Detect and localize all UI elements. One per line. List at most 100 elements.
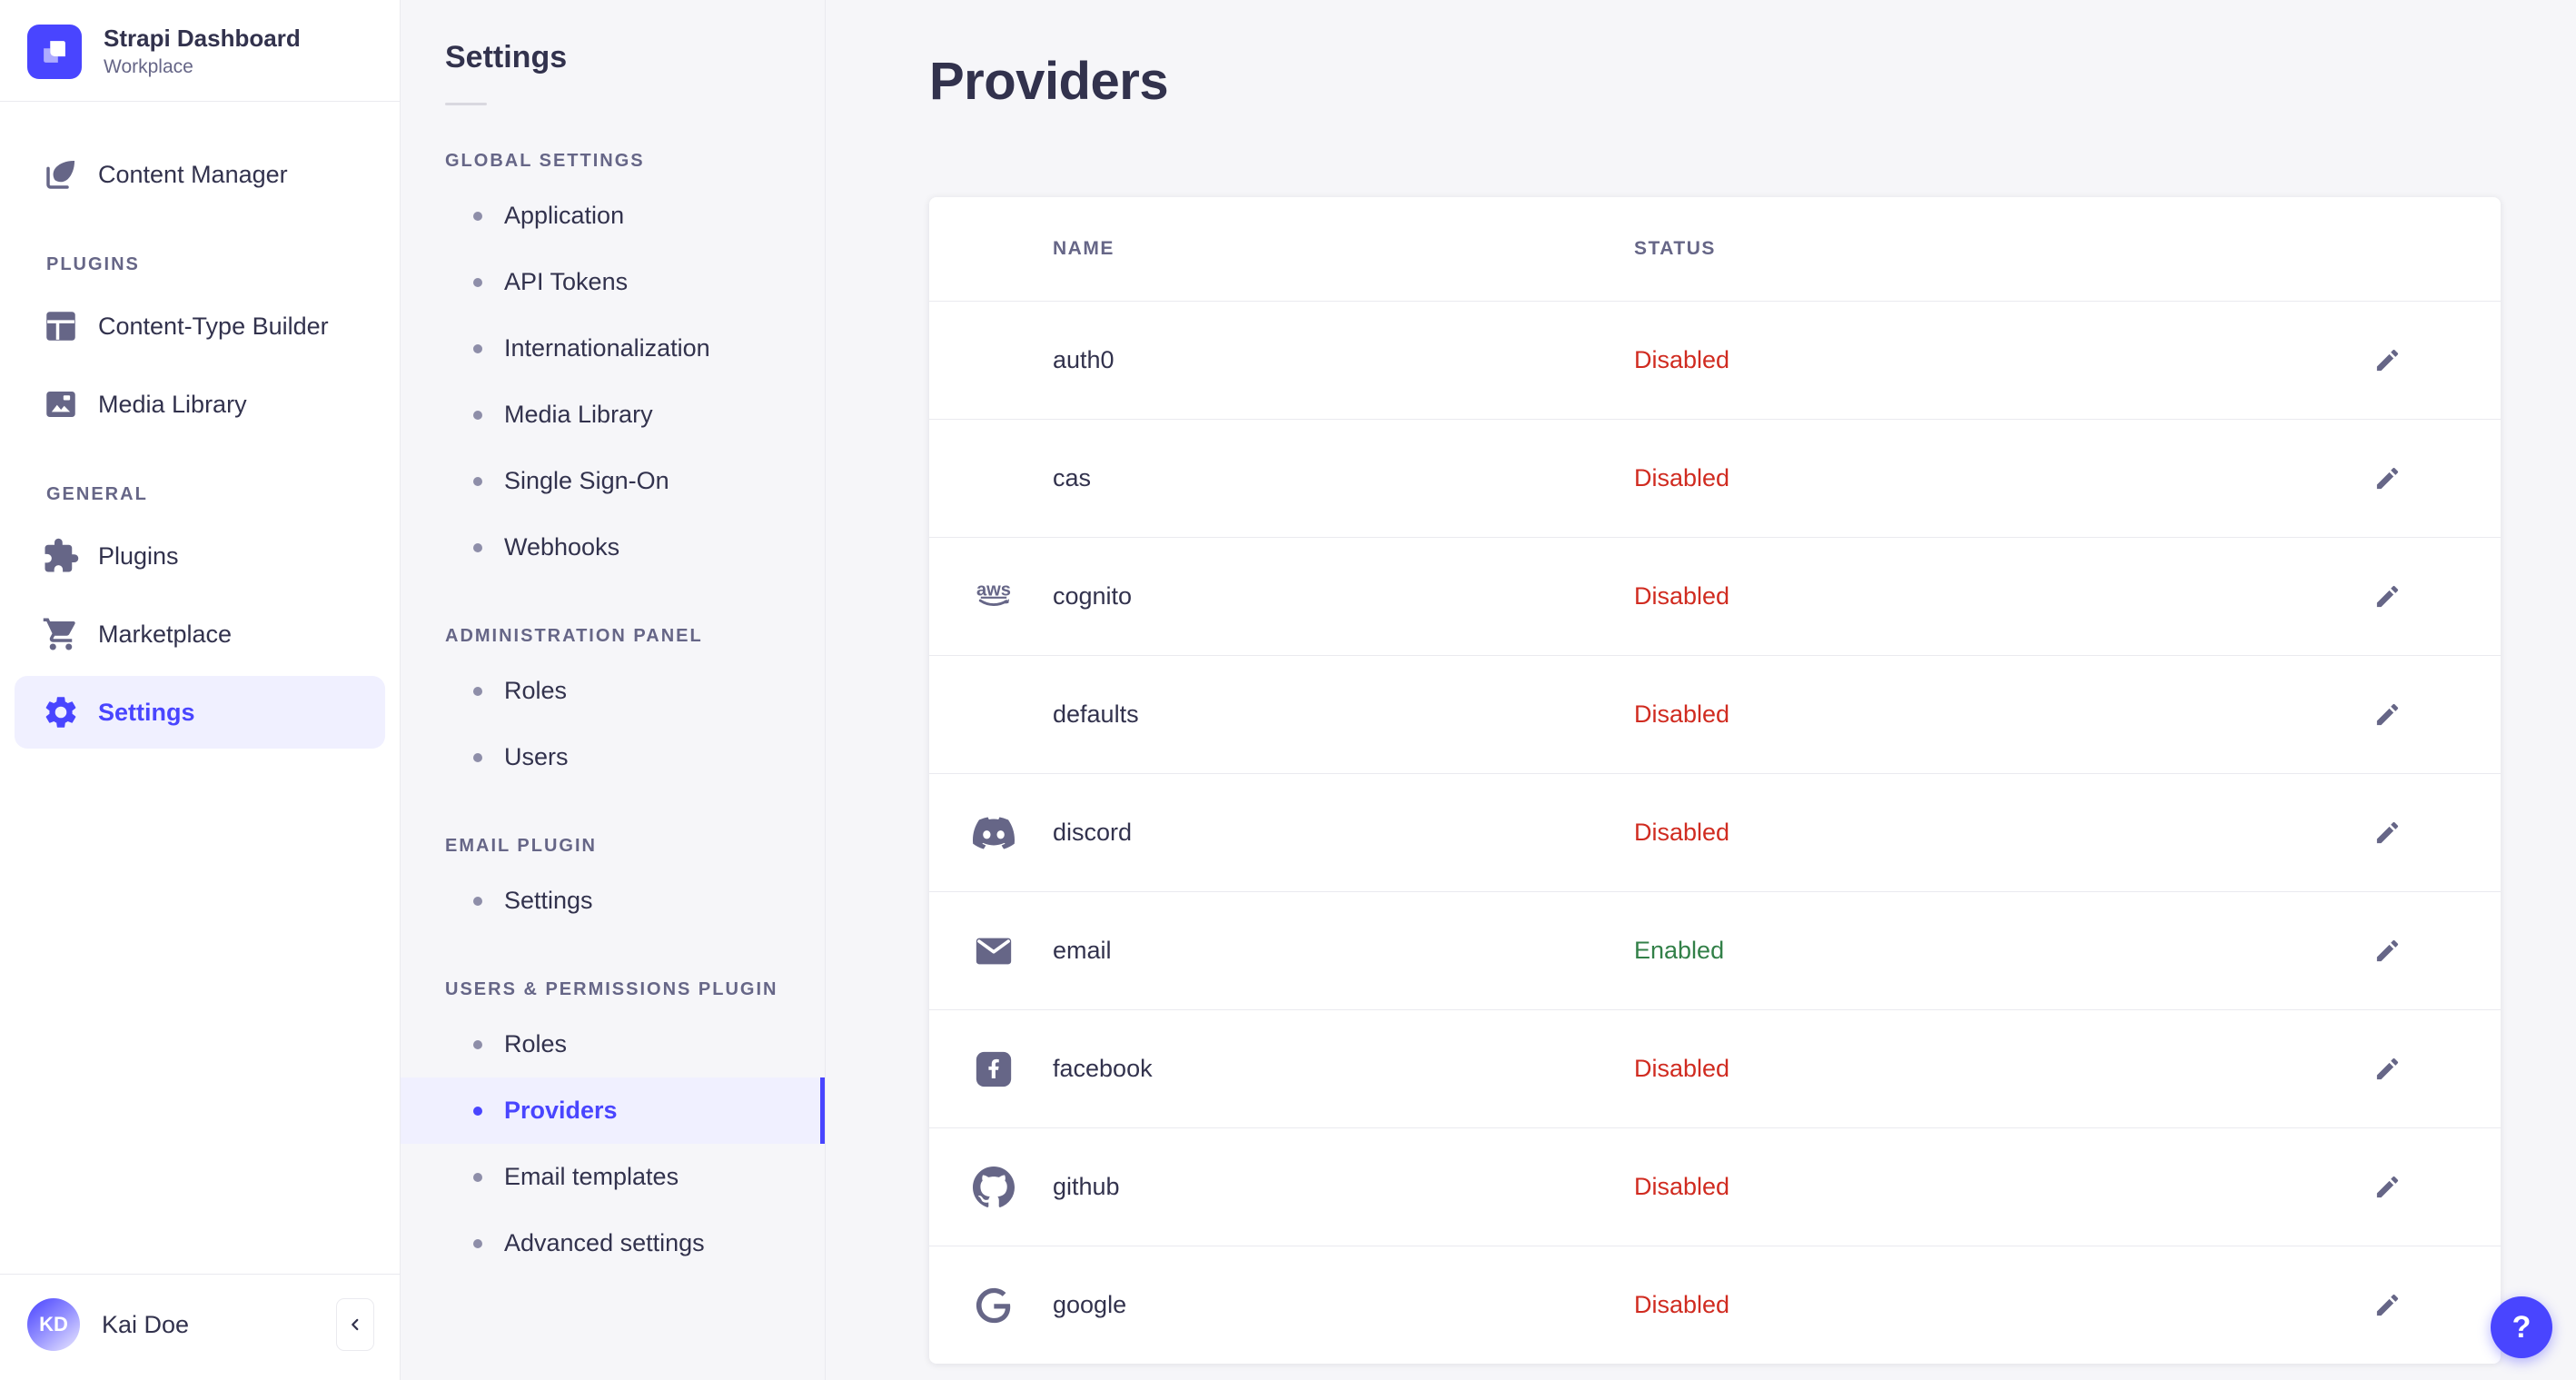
provider-name: github — [1053, 1173, 1120, 1200]
subnav-divider — [445, 103, 487, 105]
bullet-icon — [473, 1039, 482, 1049]
subnav-item-roles[interactable]: Roles — [401, 1011, 825, 1077]
subnav-section-label: EMAIL PLUGIN — [445, 836, 597, 856]
no-icon — [973, 694, 1015, 736]
provider-name: discord — [1053, 819, 1133, 846]
settings-gear-icon — [42, 693, 80, 731]
provider-row-github: github Disabled — [929, 1127, 2501, 1246]
subnav-sections: GLOBAL SETTINGS Application API Tokens I… — [401, 151, 825, 1276]
sidebar-item-content-type-builder[interactable]: Content-Type Builder — [15, 290, 385, 362]
bullet-icon — [473, 1106, 482, 1116]
bullet-icon — [473, 343, 482, 353]
subnav-item-roles[interactable]: Roles — [401, 658, 825, 724]
subnav-item-users[interactable]: Users — [401, 724, 825, 790]
pencil-icon — [2373, 937, 2402, 965]
subnav-item-webhooks[interactable]: Webhooks — [401, 514, 825, 581]
sidebar-item-content-manager[interactable]: Content Manager — [15, 138, 385, 211]
column-header-status: STATUS — [1634, 238, 1716, 259]
no-icon — [973, 458, 1015, 500]
column-header-name: NAME — [1053, 238, 1115, 259]
subnav-title: Settings — [445, 40, 568, 74]
subnav-section-label: GLOBAL SETTINGS — [445, 151, 645, 171]
subnav-item-single-sign-on[interactable]: Single Sign-On — [401, 448, 825, 514]
aws-icon: aws — [973, 576, 1015, 618]
edit-provider-button[interactable] — [2360, 1278, 2414, 1333]
sidebar-item-settings[interactable]: Settings — [15, 676, 385, 750]
provider-name: google — [1053, 1291, 1127, 1318]
bullet-icon — [473, 476, 482, 486]
provider-status: Disabled — [1634, 1173, 1730, 1200]
provider-row-facebook: facebook Disabled — [929, 1009, 2501, 1127]
bullet-icon — [473, 896, 482, 906]
plugins-icon — [42, 537, 80, 575]
google-icon — [973, 1285, 1015, 1326]
content-type-builder-icon — [42, 307, 80, 345]
help-button[interactable]: ? — [2491, 1296, 2552, 1358]
marketplace-icon — [42, 615, 80, 653]
edit-provider-button[interactable] — [2360, 1042, 2414, 1097]
providers-table-body: auth0 Disabled cas Disabled aws cognito … — [929, 301, 2501, 1364]
sidebar: Strapi Dashboard Workplace Content Manag… — [0, 0, 401, 1380]
bullet-icon — [473, 542, 482, 552]
edit-provider-button[interactable] — [2360, 570, 2414, 624]
subnav-item-providers[interactable]: Providers — [401, 1077, 825, 1144]
subnav-section-label: USERS & PERMISSIONS PLUGIN — [445, 979, 778, 999]
provider-status: Disabled — [1634, 582, 1730, 610]
bullet-icon — [473, 686, 482, 696]
provider-row-google: google Disabled — [929, 1246, 2501, 1364]
bullet-icon — [473, 410, 482, 420]
edit-provider-button[interactable] — [2360, 333, 2414, 388]
sidebar-item-plugins[interactable]: Plugins — [15, 520, 385, 592]
pencil-icon — [2373, 1055, 2402, 1083]
main-content: Providers NAME STATUS auth0 Disabled cas… — [826, 0, 2576, 1380]
edit-provider-button[interactable] — [2360, 688, 2414, 742]
subnav-item-media-library[interactable]: Media Library — [401, 382, 825, 448]
provider-row-cas: cas Disabled — [929, 419, 2501, 537]
subnav-section-label: ADMINISTRATION PANEL — [445, 626, 703, 646]
pencil-icon — [2373, 1173, 2402, 1201]
provider-row-cognito: aws cognito Disabled — [929, 537, 2501, 655]
subnav-item-internationalization[interactable]: Internationalization — [401, 315, 825, 382]
provider-row-defaults: defaults Disabled — [929, 655, 2501, 773]
sidebar-item-media-library[interactable]: Media Library — [15, 368, 385, 441]
providers-table-card: NAME STATUS auth0 Disabled cas Disabled … — [929, 197, 2501, 1364]
sidebar-item-marketplace[interactable]: Marketplace — [15, 598, 385, 670]
bullet-icon — [473, 752, 482, 762]
edit-provider-button[interactable] — [2360, 452, 2414, 506]
provider-row-auth0: auth0 Disabled — [929, 301, 2501, 419]
subnav-item-advanced-settings[interactable]: Advanced settings — [401, 1210, 825, 1276]
subnav-item-application[interactable]: Application — [401, 183, 825, 249]
provider-status: Disabled — [1634, 819, 1730, 846]
edit-provider-button[interactable] — [2360, 1160, 2414, 1215]
subnav-item-api-tokens[interactable]: API Tokens — [401, 249, 825, 315]
sidebar-section-label: GENERAL — [46, 484, 148, 505]
edit-provider-button[interactable] — [2360, 924, 2414, 978]
provider-name: auth0 — [1053, 346, 1115, 373]
avatar: KD — [27, 1298, 80, 1351]
pencil-icon — [2373, 346, 2402, 374]
email-icon — [973, 930, 1015, 972]
collapse-sidebar-button[interactable] — [336, 1298, 374, 1351]
subnav-item-settings[interactable]: Settings — [401, 868, 825, 934]
workspace-header[interactable]: Strapi Dashboard Workplace — [0, 0, 400, 103]
edit-provider-button[interactable] — [2360, 806, 2414, 860]
bullet-icon — [473, 211, 482, 221]
discord-icon — [972, 812, 1016, 854]
provider-name: email — [1053, 937, 1112, 964]
settings-subnav: Settings GLOBAL SETTINGS Application API… — [401, 0, 826, 1380]
provider-name: cas — [1053, 464, 1092, 491]
provider-status: Disabled — [1634, 464, 1730, 491]
no-icon — [973, 340, 1015, 382]
subnav-item-email-templates[interactable]: Email templates — [401, 1144, 825, 1210]
provider-status: Disabled — [1634, 700, 1730, 728]
workspace-name: Workplace — [104, 55, 193, 77]
github-icon — [973, 1166, 1015, 1208]
svg-text:aws: aws — [976, 580, 1011, 600]
strapi-logo-icon — [27, 24, 82, 79]
bullet-icon — [473, 1172, 482, 1182]
provider-row-discord: discord Disabled — [929, 773, 2501, 891]
provider-name: defaults — [1053, 700, 1139, 728]
bullet-icon — [473, 277, 482, 287]
pencil-icon — [2373, 700, 2402, 729]
pencil-icon — [2373, 1291, 2402, 1319]
